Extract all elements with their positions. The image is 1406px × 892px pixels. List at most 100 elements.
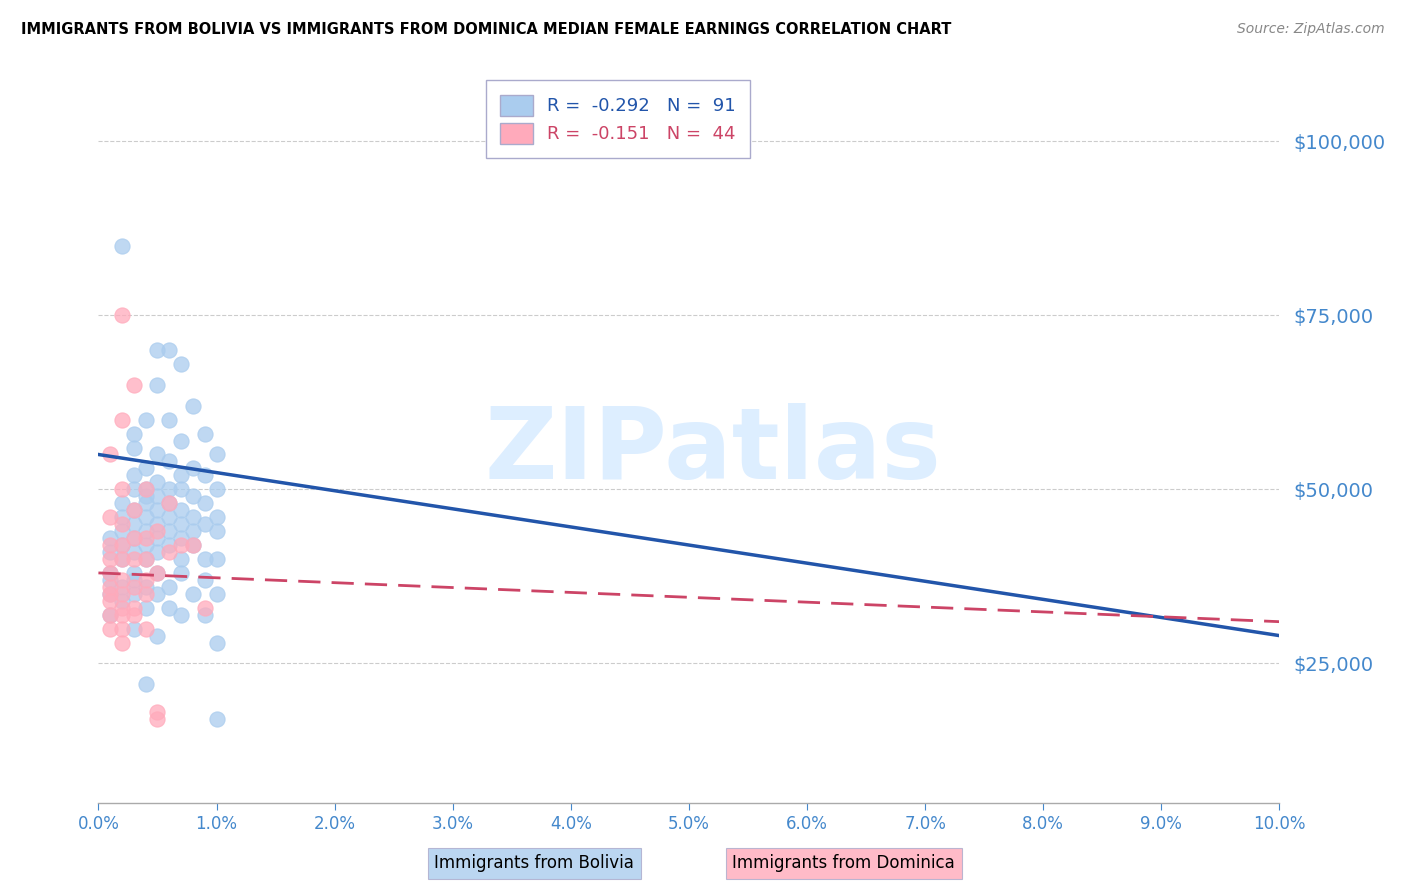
Point [146,705,169,719]
Point [122,503,145,517]
Point [135,573,157,587]
Point [135,600,157,615]
Text: Immigrants from Dominica: Immigrants from Dominica [733,855,955,872]
Point [135,677,157,691]
Point [170,531,193,545]
Point [98,545,121,559]
Point [122,607,145,622]
Point [98,448,121,462]
Point [205,635,228,649]
Point [205,552,228,566]
Point [111,594,134,608]
Point [181,524,204,538]
Point [205,510,228,524]
Point [135,489,157,503]
Point [205,483,228,497]
Point [122,426,145,441]
Point [135,496,157,510]
Text: Immigrants from Bolivia: Immigrants from Bolivia [434,855,634,872]
Point [98,538,121,552]
Point [146,475,169,490]
Point [205,524,228,538]
Text: ZIPatlas: ZIPatlas [484,403,941,500]
Point [135,524,157,538]
Point [205,448,228,462]
Point [122,587,145,601]
Point [157,412,180,426]
Point [157,545,180,559]
Point [111,308,134,322]
Point [111,510,134,524]
Point [98,587,121,601]
Point [194,607,217,622]
Point [111,538,134,552]
Point [111,524,134,538]
Point [98,580,121,594]
Point [111,622,134,636]
Point [111,412,134,426]
Point [122,580,145,594]
Point [181,587,204,601]
Point [146,524,169,538]
Point [135,461,157,475]
Point [98,573,121,587]
Point [181,538,204,552]
Point [98,587,121,601]
Point [170,357,193,371]
Point [157,496,180,510]
Point [122,503,145,517]
Point [170,566,193,580]
Point [98,552,121,566]
Point [111,552,134,566]
Text: IMMIGRANTS FROM BOLIVIA VS IMMIGRANTS FROM DOMINICA MEDIAN FEMALE EARNINGS CORRE: IMMIGRANTS FROM BOLIVIA VS IMMIGRANTS FR… [21,22,952,37]
Point [170,468,193,483]
Point [146,517,169,532]
Point [111,552,134,566]
Point [170,552,193,566]
Point [122,531,145,545]
Point [146,545,169,559]
Point [135,531,157,545]
Point [111,238,134,252]
Point [122,622,145,636]
Point [98,566,121,580]
Point [170,538,193,552]
Point [157,538,180,552]
Point [111,607,134,622]
Point [146,566,169,580]
Point [157,524,180,538]
Point [146,343,169,357]
Point [122,441,145,455]
Point [181,461,204,475]
Point [194,468,217,483]
Point [194,552,217,566]
Point [157,580,180,594]
Point [194,600,217,615]
Point [194,426,217,441]
Point [135,483,157,497]
Point [111,483,134,497]
Point [181,489,204,503]
Point [146,531,169,545]
Point [135,552,157,566]
Point [157,496,180,510]
Point [170,607,193,622]
Point [98,594,121,608]
Point [111,635,134,649]
Point [122,483,145,497]
Point [135,412,157,426]
Point [135,510,157,524]
Point [181,510,204,524]
Point [98,531,121,545]
Point [122,600,145,615]
Point [146,377,169,392]
Point [157,343,180,357]
Point [135,552,157,566]
Point [170,434,193,448]
Point [111,600,134,615]
Point [122,377,145,392]
Point [111,580,134,594]
Point [98,510,121,524]
Point [122,545,145,559]
Point [157,483,180,497]
